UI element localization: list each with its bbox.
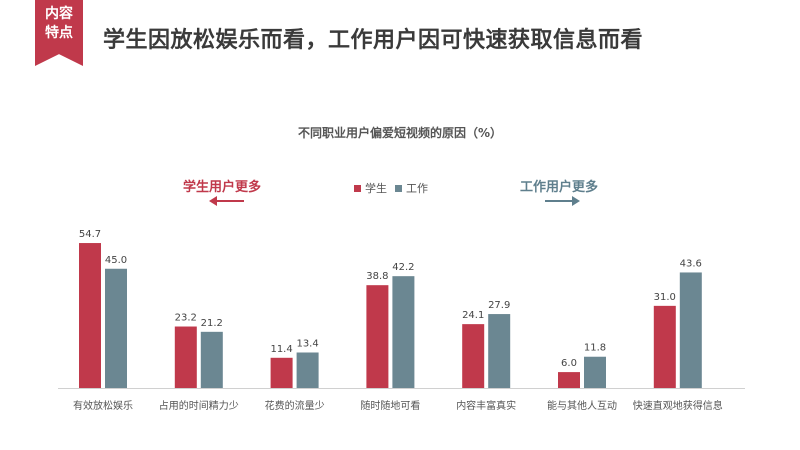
bar-student-4 <box>462 324 485 388</box>
chart-legend: 学生 工作 <box>354 180 436 196</box>
x-tick-label-3: 随时随地可看 <box>360 399 420 412</box>
data-label-student-0: 54.7 <box>79 229 101 240</box>
data-label-worker-5: 11.8 <box>584 343 606 354</box>
legend-swatch-student <box>354 184 361 192</box>
data-label-worker-2: 13.4 <box>296 338 318 349</box>
bar-student-0 <box>79 243 101 388</box>
x-tick-label-6: 快速直观地获得信息 <box>633 399 723 412</box>
x-tick-label-0: 有效放松娱乐 <box>73 399 133 412</box>
bar-student-2 <box>270 357 293 388</box>
legend-label-worker: 工作 <box>406 182 428 195</box>
bar-student-6 <box>653 305 676 388</box>
bar-student-1 <box>174 326 197 388</box>
x-tick-label-1: 占用的时间精力少 <box>159 399 239 412</box>
x-tick-label-2: 花费的流量少 <box>265 399 325 412</box>
bar-worker-4 <box>488 314 511 388</box>
legend-item-worker: 工作 <box>395 180 428 196</box>
data-label-worker-6: 43.6 <box>680 258 702 269</box>
legend-item-student: 学生 <box>354 180 387 196</box>
bar-worker-6 <box>679 272 702 388</box>
callout-student-more: 学生用户更多 <box>183 180 262 195</box>
data-label-worker-1: 21.2 <box>201 318 223 329</box>
bar-student-3 <box>366 285 389 388</box>
right-arrow-icon <box>545 196 580 206</box>
legend-swatch-worker <box>395 184 402 192</box>
data-label-worker-4: 27.9 <box>488 300 510 311</box>
x-tick-label-4: 内容丰富真实 <box>456 399 516 412</box>
data-label-student-2: 11.4 <box>270 344 292 355</box>
x-tick-label-5: 能与其他人互动 <box>547 399 617 412</box>
section-badge-line1: 内容 <box>45 6 73 22</box>
data-label-student-3: 38.8 <box>366 271 388 282</box>
section-badge-line2: 特点 <box>45 25 73 41</box>
bar-worker-3 <box>392 276 415 388</box>
data-label-worker-3: 42.2 <box>392 262 414 273</box>
data-label-student-1: 23.2 <box>175 313 197 324</box>
data-label-student-4: 24.1 <box>462 310 484 321</box>
bar-worker-0 <box>105 268 127 388</box>
chart-title: 不同职业用户偏爱短视频的原因（%） <box>297 126 503 140</box>
bar-worker-1 <box>200 331 223 388</box>
page-title: 学生因放松娱乐而看，工作用户因可快速获取信息而看 <box>103 28 644 53</box>
legend-label-student: 学生 <box>365 182 387 195</box>
bar-student-5 <box>558 372 580 388</box>
callout-worker-more: 工作用户更多 <box>520 180 599 195</box>
data-label-student-5: 6.0 <box>561 358 577 369</box>
left-arrow-icon <box>209 196 244 206</box>
bar-worker-5 <box>584 356 606 388</box>
data-label-student-6: 31.0 <box>654 292 676 303</box>
data-label-worker-0: 45.0 <box>105 255 127 266</box>
bar-worker-2 <box>296 352 319 388</box>
